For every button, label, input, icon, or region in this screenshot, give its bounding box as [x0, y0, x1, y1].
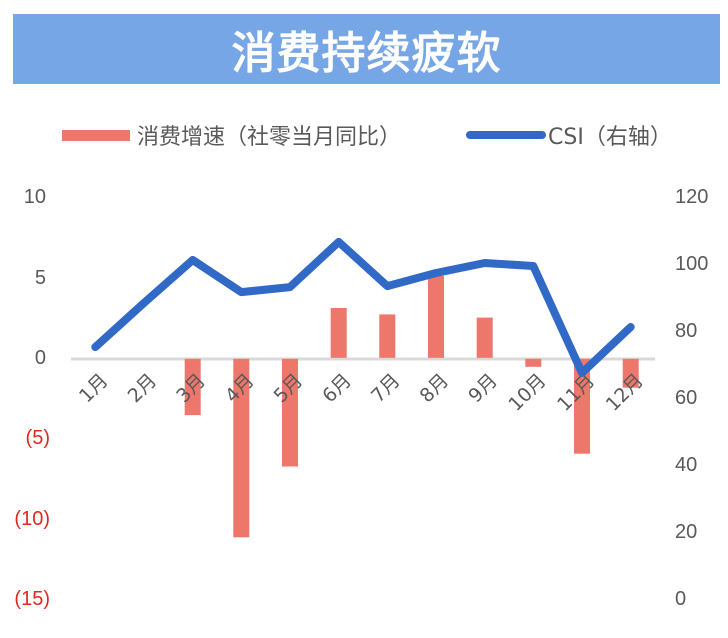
right-tick: 20	[675, 521, 698, 543]
bar-11月	[574, 358, 590, 454]
bar-7月	[379, 314, 396, 358]
legend-label: 消费增速（社零当月同比）	[137, 125, 402, 150]
right-tick: 100	[675, 253, 709, 275]
line-swatch-icon	[466, 131, 546, 139]
right-tick: 120	[675, 186, 709, 208]
legend-label: CSI（右轴）	[548, 125, 672, 150]
left-tick: 5	[34, 267, 46, 289]
x-tick-label: 1月	[75, 370, 113, 408]
bar-12月	[622, 358, 639, 388]
bar-6月	[330, 308, 347, 358]
x-tick-label: 6月	[318, 370, 356, 408]
x-tick-label: 8月	[416, 370, 454, 408]
bar-4月	[233, 358, 250, 538]
x-tick-label: 3月	[172, 370, 210, 408]
legend-item-csi: CSI（右轴）	[466, 120, 672, 150]
x-tick-label: 10月	[504, 370, 550, 416]
x-tick-label: 5月	[270, 370, 308, 408]
right-tick: 60	[675, 387, 698, 409]
left-tick: (5)	[25, 427, 50, 449]
bar-swatch-icon	[62, 129, 130, 141]
x-tick-label: 4月	[221, 370, 259, 408]
right-tick: 0	[675, 588, 687, 610]
x-tick-label: 7月	[367, 370, 405, 408]
right-tick: 40	[675, 454, 698, 476]
left-tick: 10	[23, 186, 46, 208]
x-tick-label: 2月	[124, 370, 162, 408]
bar-10月	[525, 358, 542, 367]
left-tick: (10)	[14, 508, 50, 530]
bar-8月	[428, 275, 444, 358]
x-axis-labels: 1月 2月 3月 4月 5月 6月 7月 8月 9月 10月 11月 12月	[75, 370, 648, 416]
bar-5月	[282, 358, 298, 467]
title-banner: 消费持续疲软	[13, 14, 720, 84]
right-tick: 80	[675, 320, 698, 342]
chart-title: 消费持续疲软	[231, 28, 502, 79]
csi-line-series	[91, 237, 635, 377]
x-tick-label: 9月	[464, 370, 502, 408]
bar-series	[184, 275, 639, 538]
bar-3月	[184, 358, 201, 416]
left-tick: (15)	[14, 588, 50, 610]
legend: 消费增速（社零当月同比） CSI（右轴）	[0, 120, 728, 150]
x-tick-label: 12月	[602, 370, 648, 416]
left-tick: 0	[34, 347, 46, 369]
bar-9月	[476, 317, 493, 358]
legend-item-consumption: 消费增速（社零当月同比）	[62, 120, 401, 150]
